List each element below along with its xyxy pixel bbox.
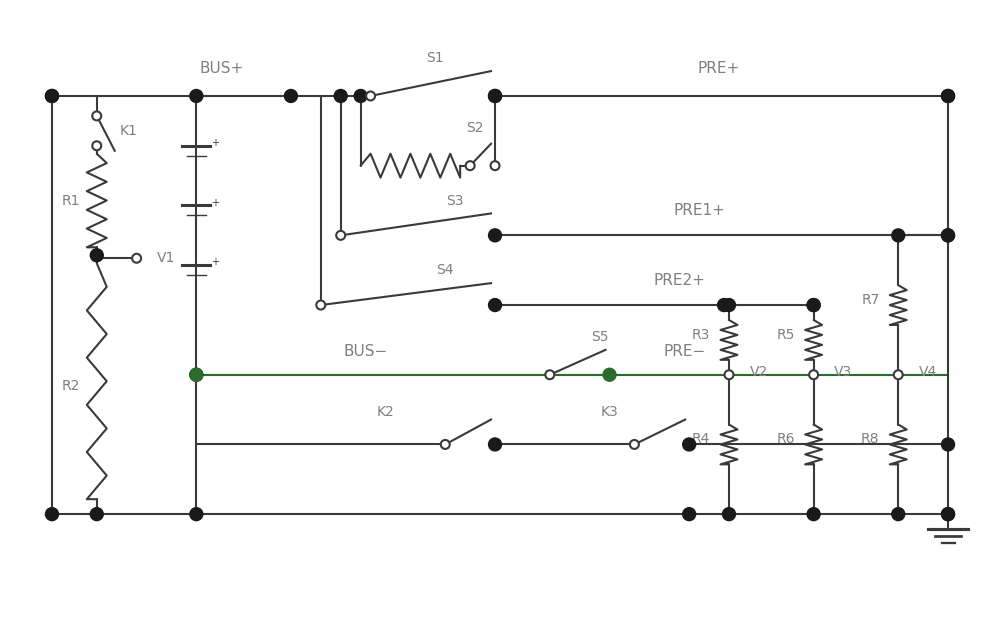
Text: V4: V4 <box>919 364 937 378</box>
Circle shape <box>683 438 696 451</box>
Circle shape <box>45 90 58 102</box>
Text: PRE1+: PRE1+ <box>673 203 725 218</box>
Text: R6: R6 <box>776 432 795 446</box>
Circle shape <box>190 368 203 381</box>
Circle shape <box>630 440 639 449</box>
Text: +: + <box>211 257 219 267</box>
Text: K1: K1 <box>120 124 138 138</box>
Text: R8: R8 <box>861 432 880 446</box>
Circle shape <box>894 370 903 379</box>
Circle shape <box>723 507 735 521</box>
Text: K3: K3 <box>601 404 618 418</box>
Circle shape <box>92 111 101 121</box>
Circle shape <box>190 368 203 381</box>
Circle shape <box>723 298 735 312</box>
Circle shape <box>334 90 347 102</box>
Circle shape <box>942 90 955 102</box>
Circle shape <box>683 507 696 521</box>
Circle shape <box>942 507 955 521</box>
Circle shape <box>685 440 694 449</box>
Circle shape <box>718 298 730 312</box>
Text: PRE−: PRE− <box>663 344 705 359</box>
Circle shape <box>807 298 820 312</box>
Circle shape <box>892 229 905 242</box>
Circle shape <box>603 368 616 381</box>
Circle shape <box>491 91 500 100</box>
Circle shape <box>90 507 103 521</box>
Circle shape <box>942 229 955 242</box>
Circle shape <box>491 300 500 309</box>
Text: S3: S3 <box>446 194 464 208</box>
Text: R2: R2 <box>62 379 80 393</box>
Text: R5: R5 <box>777 328 795 342</box>
Circle shape <box>466 161 475 170</box>
Circle shape <box>491 231 500 240</box>
Text: PRE2+: PRE2+ <box>653 272 705 288</box>
Text: R1: R1 <box>62 194 80 208</box>
Text: BUS−: BUS− <box>343 344 388 359</box>
Text: V2: V2 <box>750 364 768 378</box>
Circle shape <box>942 507 955 521</box>
Text: S1: S1 <box>426 51 444 65</box>
Text: K2: K2 <box>377 404 394 418</box>
Circle shape <box>489 298 501 312</box>
Circle shape <box>45 90 58 102</box>
Circle shape <box>316 300 325 309</box>
Circle shape <box>892 507 905 521</box>
Text: R4: R4 <box>692 432 710 446</box>
Circle shape <box>809 370 818 379</box>
Text: S4: S4 <box>436 264 454 277</box>
Text: BUS+: BUS+ <box>199 60 243 76</box>
Circle shape <box>491 440 500 449</box>
Circle shape <box>489 229 501 242</box>
Text: PRE+: PRE+ <box>698 60 740 76</box>
Circle shape <box>190 90 203 102</box>
Circle shape <box>489 438 501 451</box>
Text: +: + <box>211 197 219 208</box>
Text: S2: S2 <box>466 121 484 135</box>
Circle shape <box>132 254 141 263</box>
Circle shape <box>336 231 345 240</box>
Circle shape <box>489 90 501 102</box>
Circle shape <box>45 507 58 521</box>
Circle shape <box>807 298 820 312</box>
Circle shape <box>725 370 733 379</box>
Circle shape <box>441 440 450 449</box>
Circle shape <box>605 370 614 379</box>
Circle shape <box>942 90 955 102</box>
Circle shape <box>942 229 955 242</box>
Circle shape <box>90 249 103 262</box>
Text: R3: R3 <box>692 328 710 342</box>
Text: S5: S5 <box>591 330 608 344</box>
Text: R7: R7 <box>861 293 880 307</box>
Text: V3: V3 <box>834 364 853 378</box>
Circle shape <box>489 90 501 102</box>
Circle shape <box>545 370 554 379</box>
Circle shape <box>366 91 375 100</box>
Circle shape <box>942 438 955 451</box>
Circle shape <box>491 161 500 170</box>
Circle shape <box>354 90 367 102</box>
Text: +: + <box>211 138 219 148</box>
Circle shape <box>92 141 101 150</box>
Circle shape <box>807 507 820 521</box>
Circle shape <box>190 507 203 521</box>
Text: V1: V1 <box>157 251 176 265</box>
Circle shape <box>284 90 297 102</box>
